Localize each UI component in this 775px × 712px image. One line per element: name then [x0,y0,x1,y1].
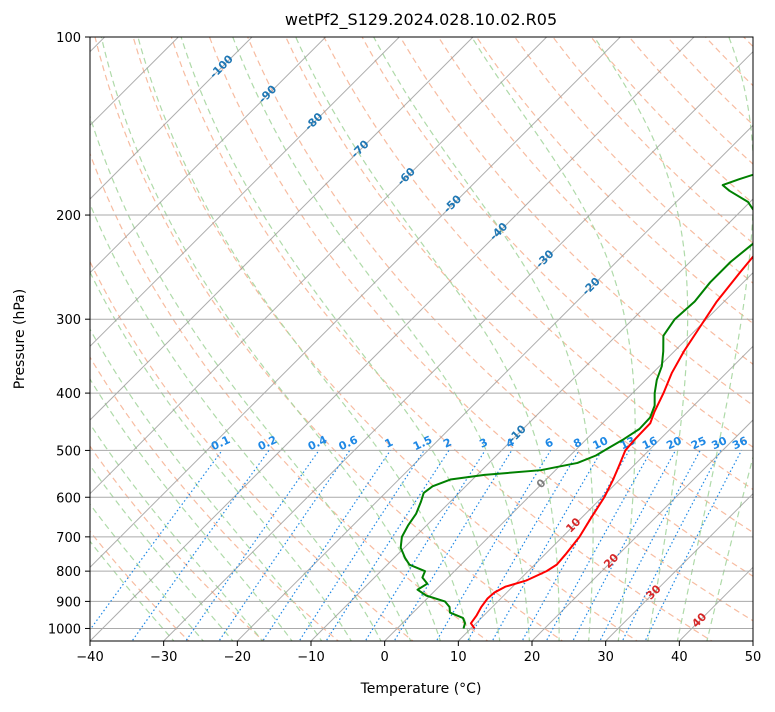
mixing-ratio-line [298,450,425,641]
x-tick-label: 50 [745,650,762,665]
x-tick-label: 10 [450,650,467,665]
x-tick-label: −40 [76,650,103,665]
dry-adiabat-line [90,260,414,641]
y-tick-label: 100 [56,31,81,46]
isotherm-line [90,37,327,274]
isotherm-line [383,271,753,641]
y-tick-label: 500 [56,444,81,459]
dry-adiabat-line [208,37,753,622]
mixing-ratio-line [545,450,652,641]
dry-adiabat-line [90,445,265,641]
isotherm-line [90,37,474,421]
dry-adiabat-line [170,37,713,641]
mixing-ratio-label: 16 [640,434,660,452]
mixing-ratio-line [599,450,701,641]
isotherm-line [162,50,753,641]
y-axis-label: Pressure (hPa) [12,289,28,389]
temperature-profile [469,255,753,630]
dry-adiabat-line [475,37,753,325]
dry-adiabat-line [94,37,564,641]
isotherm-line [531,419,753,641]
y-tick-label: 1000 [48,622,81,637]
dry-adiabat-line [247,37,753,577]
y-tick-label: 700 [56,531,81,546]
dry-adiabat-line [437,37,753,365]
x-tick-label: −20 [224,650,251,665]
moist-adiabat-line [90,114,412,641]
isotherm-line [457,345,753,641]
mixing-ratio-line [218,450,351,641]
mixing-ratio-label: 30 [710,434,730,452]
dry-adiabat-line [90,356,340,641]
isotherm-line [90,37,401,348]
dry-adiabat-line [90,152,489,641]
mixing-ratio-label: 36 [730,434,750,452]
mixing-ratio-line [572,450,677,641]
isotherm-line [90,37,253,200]
mixing-ratio-line [435,450,552,641]
x-tick-label: −10 [297,650,324,665]
chart-title: wetPf2_S129.2024.028.10.02.R05 [285,10,557,30]
mixing-ratio-line [466,450,580,641]
y-tick-label: 300 [56,313,81,328]
x-tick-label: 30 [597,650,614,665]
dry-adiabat-line [628,37,753,165]
mixing-ratio-line [491,450,603,641]
isotherm-line [236,124,753,641]
dewpoint-profile [399,173,753,629]
x-tick-label: −30 [150,650,177,665]
x-tick-label: 0 [381,650,389,665]
mixing-ratio-line [621,450,722,641]
y-tick-label: 200 [56,209,81,224]
mixing-ratio-label: 25 [689,434,708,452]
mixing-ratio-line [185,450,320,641]
mixing-ratio-label: 10 [591,434,611,452]
isotherm-line [90,37,548,495]
isotherm-line [310,198,753,641]
mixing-ratio-line [393,450,513,641]
isotherm-line [90,37,695,641]
mixing-ratio-label: 20 [664,434,684,452]
x-axis-label: Temperature (°C) [360,681,482,697]
plot-frame [89,36,754,642]
dry-adiabat-line [285,37,753,534]
dry-adiabat-line [361,37,753,448]
moist-adiabat-line [90,202,382,641]
dry-adiabat-line [323,37,753,491]
y-tick-label: 400 [56,387,81,402]
x-tick-label: 20 [524,650,541,665]
y-tick-label: 800 [56,565,81,580]
mixing-ratio-line [262,450,391,641]
isotherm-line [90,37,622,569]
x-tick-label: 40 [671,650,688,665]
y-tick-label: 900 [56,595,81,610]
isotherm-line [604,492,753,641]
y-tick-label: 600 [56,491,81,506]
dry-adiabat-line [399,37,753,407]
dry-adiabat-line [514,37,753,284]
